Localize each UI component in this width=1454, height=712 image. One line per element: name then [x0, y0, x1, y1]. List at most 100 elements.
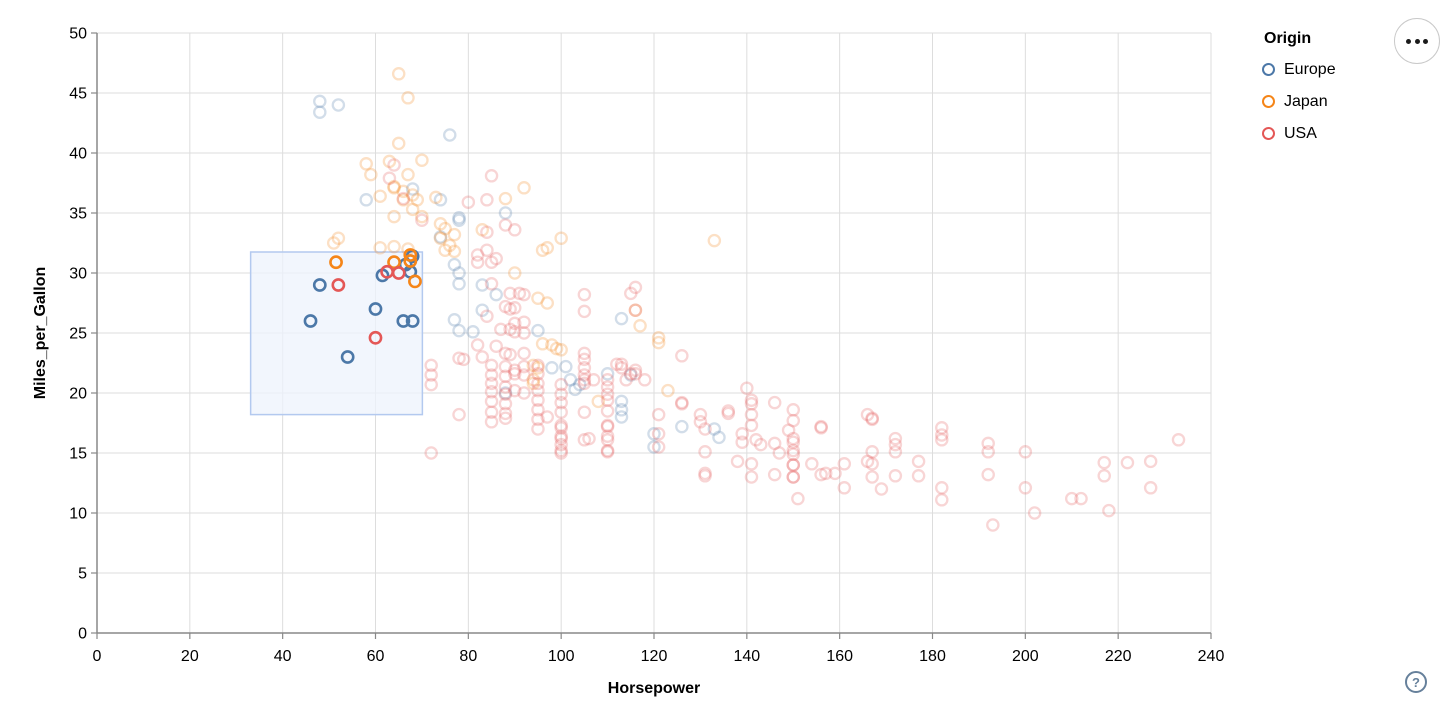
data-point-europe[interactable] — [466, 325, 480, 339]
selected-data-point-europe[interactable] — [303, 314, 318, 328]
data-point-usa[interactable] — [754, 437, 768, 452]
data-point-europe[interactable] — [498, 386, 513, 400]
data-point-usa[interactable] — [554, 418, 568, 433]
data-point-usa[interactable] — [735, 435, 749, 449]
data-point-usa[interactable] — [424, 368, 438, 382]
data-point-usa[interactable] — [554, 387, 568, 401]
data-point-usa[interactable] — [461, 195, 476, 209]
data-point-usa[interactable] — [767, 395, 782, 410]
data-point-usa[interactable] — [935, 421, 949, 435]
data-point-usa[interactable] — [693, 415, 708, 429]
data-point-japan[interactable] — [517, 181, 531, 195]
data-point-japan[interactable] — [387, 209, 401, 224]
data-point-usa[interactable] — [554, 377, 568, 392]
data-point-japan[interactable] — [475, 223, 490, 237]
data-point-europe[interactable] — [647, 427, 661, 441]
data-point-usa[interactable] — [981, 467, 995, 482]
data-point-japan[interactable] — [628, 303, 643, 317]
data-point-usa[interactable] — [786, 447, 801, 461]
data-point-usa[interactable] — [424, 446, 438, 460]
data-point-japan[interactable] — [661, 383, 675, 398]
data-point-usa[interactable] — [512, 286, 527, 301]
data-point-usa[interactable] — [600, 393, 615, 407]
data-point-japan[interactable] — [373, 241, 387, 255]
data-point-europe[interactable] — [624, 368, 638, 382]
data-point-usa[interactable] — [507, 301, 522, 315]
data-point-usa[interactable] — [628, 363, 643, 377]
data-point-usa[interactable] — [600, 404, 615, 418]
data-point-usa[interactable] — [828, 466, 842, 481]
data-point-usa[interactable] — [693, 407, 708, 422]
data-point-usa[interactable] — [698, 445, 712, 459]
data-point-usa[interactable] — [814, 419, 828, 434]
data-point-usa[interactable] — [517, 386, 531, 400]
data-point-usa[interactable] — [767, 436, 782, 451]
data-point-usa[interactable] — [531, 383, 545, 398]
data-point-usa[interactable] — [577, 352, 592, 367]
data-point-usa[interactable] — [600, 419, 615, 434]
data-point-usa[interactable] — [837, 481, 852, 495]
data-point-europe[interactable] — [433, 193, 448, 207]
data-point-usa[interactable] — [888, 431, 903, 446]
data-point-usa[interactable] — [1097, 469, 1111, 483]
data-point-europe[interactable] — [452, 277, 466, 291]
data-point-usa[interactable] — [531, 367, 545, 381]
data-point-japan[interactable] — [531, 361, 545, 375]
data-point-usa[interactable] — [651, 440, 666, 454]
data-point-usa[interactable] — [698, 469, 712, 483]
data-point-europe[interactable] — [475, 303, 490, 317]
selected-data-point-japan[interactable] — [329, 255, 343, 270]
data-point-japan[interactable] — [633, 319, 647, 333]
data-point-japan[interactable] — [526, 358, 541, 373]
data-point-japan[interactable] — [396, 184, 411, 199]
data-point-japan[interactable] — [498, 191, 513, 206]
brush-selection[interactable] — [249, 251, 424, 416]
data-point-usa[interactable] — [786, 470, 801, 484]
data-point-usa[interactable] — [470, 338, 485, 352]
data-point-usa[interactable] — [911, 454, 926, 469]
data-point-usa[interactable] — [424, 377, 438, 392]
data-point-usa[interactable] — [935, 433, 949, 447]
data-point-japan[interactable] — [405, 188, 420, 202]
data-point-usa[interactable] — [480, 193, 494, 207]
data-point-usa[interactable] — [517, 287, 531, 302]
data-point-europe[interactable] — [563, 373, 578, 387]
data-point-japan[interactable] — [433, 231, 448, 245]
data-point-usa[interactable] — [577, 361, 592, 375]
data-point-japan[interactable] — [554, 343, 568, 357]
data-point-usa[interactable] — [1027, 506, 1042, 520]
data-point-usa[interactable] — [577, 346, 592, 361]
data-point-europe[interactable] — [452, 323, 466, 338]
data-point-usa[interactable] — [470, 248, 485, 262]
selected-data-point-usa[interactable] — [368, 330, 383, 345]
data-point-japan[interactable] — [535, 337, 550, 351]
data-point-usa[interactable] — [698, 466, 712, 481]
data-point-usa[interactable] — [484, 277, 499, 291]
data-point-usa[interactable] — [935, 493, 949, 507]
data-point-japan[interactable] — [359, 157, 373, 171]
data-point-usa[interactable] — [805, 457, 819, 471]
data-point-usa[interactable] — [484, 394, 499, 409]
data-point-usa[interactable] — [498, 411, 513, 425]
selected-data-point-usa[interactable] — [331, 278, 346, 292]
data-point-usa[interactable] — [452, 407, 466, 422]
data-point-usa[interactable] — [744, 470, 759, 484]
data-point-europe[interactable] — [489, 287, 503, 302]
data-point-usa[interactable] — [624, 286, 638, 301]
data-point-usa[interactable] — [744, 397, 759, 411]
selected-data-point-europe[interactable] — [368, 302, 383, 316]
data-point-usa[interactable] — [865, 445, 879, 459]
data-point-usa[interactable] — [507, 367, 522, 381]
data-point-usa[interactable] — [507, 223, 522, 237]
data-point-japan[interactable] — [364, 167, 378, 182]
data-point-usa[interactable] — [503, 322, 517, 337]
data-point-usa[interactable] — [698, 422, 712, 436]
data-point-europe[interactable] — [545, 361, 559, 375]
data-point-japan[interactable] — [540, 241, 554, 255]
data-point-usa[interactable] — [981, 436, 995, 451]
data-point-europe[interactable] — [568, 382, 582, 397]
data-point-usa[interactable] — [554, 405, 568, 419]
data-point-japan[interactable] — [396, 193, 411, 207]
data-point-usa[interactable] — [498, 397, 513, 411]
data-point-japan[interactable] — [438, 243, 452, 257]
